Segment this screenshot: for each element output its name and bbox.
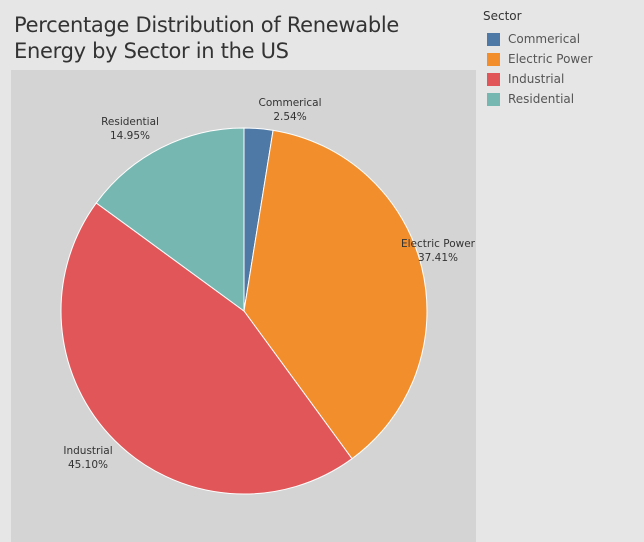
legend-item-commerical[interactable]: Commerical [483, 29, 643, 49]
legend-swatch-industrial [487, 72, 500, 86]
slice-value-commerical: 2.54% [273, 111, 306, 123]
legend-swatch-commerical [487, 32, 500, 46]
legend-item-residential[interactable]: Residential [483, 89, 643, 109]
legend-item-electric-power[interactable]: Electric Power [483, 49, 643, 69]
legend-label-electric-power: Electric Power [508, 52, 593, 66]
pie-slice-electric-power[interactable] [243, 129, 428, 460]
legend: Sector Commerical Electric Power Industria… [483, 9, 643, 109]
legend-item-industrial[interactable]: Industrial [483, 69, 643, 89]
legend-label-residential: Residential [508, 92, 575, 106]
slice-label-industrial: Industrial [63, 445, 112, 457]
slice-label-residential: Residential [101, 116, 159, 128]
legend-items: Commerical Electric Power Industrial Reside… [483, 29, 643, 109]
chart-title: Percentage Distribution of Renewable Ene… [14, 13, 400, 63]
legend-label-commerical: Commerical [508, 32, 581, 46]
legend-swatch-residential [487, 92, 500, 106]
slice-value-industrial: 45.10% [68, 459, 108, 471]
slice-value-residential: 14.95% [110, 130, 150, 142]
legend-label-industrial: Industrial [508, 72, 565, 86]
slice-label-electric-power: Electric Power [401, 238, 476, 250]
legend-title: Sector [483, 9, 522, 23]
pie-slice-industrial[interactable] [60, 202, 353, 495]
legend-swatch-electric-power [487, 52, 500, 66]
slice-value-electric-power: 37.41% [418, 252, 458, 264]
pie-slice-residential[interactable] [95, 127, 245, 312]
slice-label-commerical: Commerical [258, 97, 321, 109]
